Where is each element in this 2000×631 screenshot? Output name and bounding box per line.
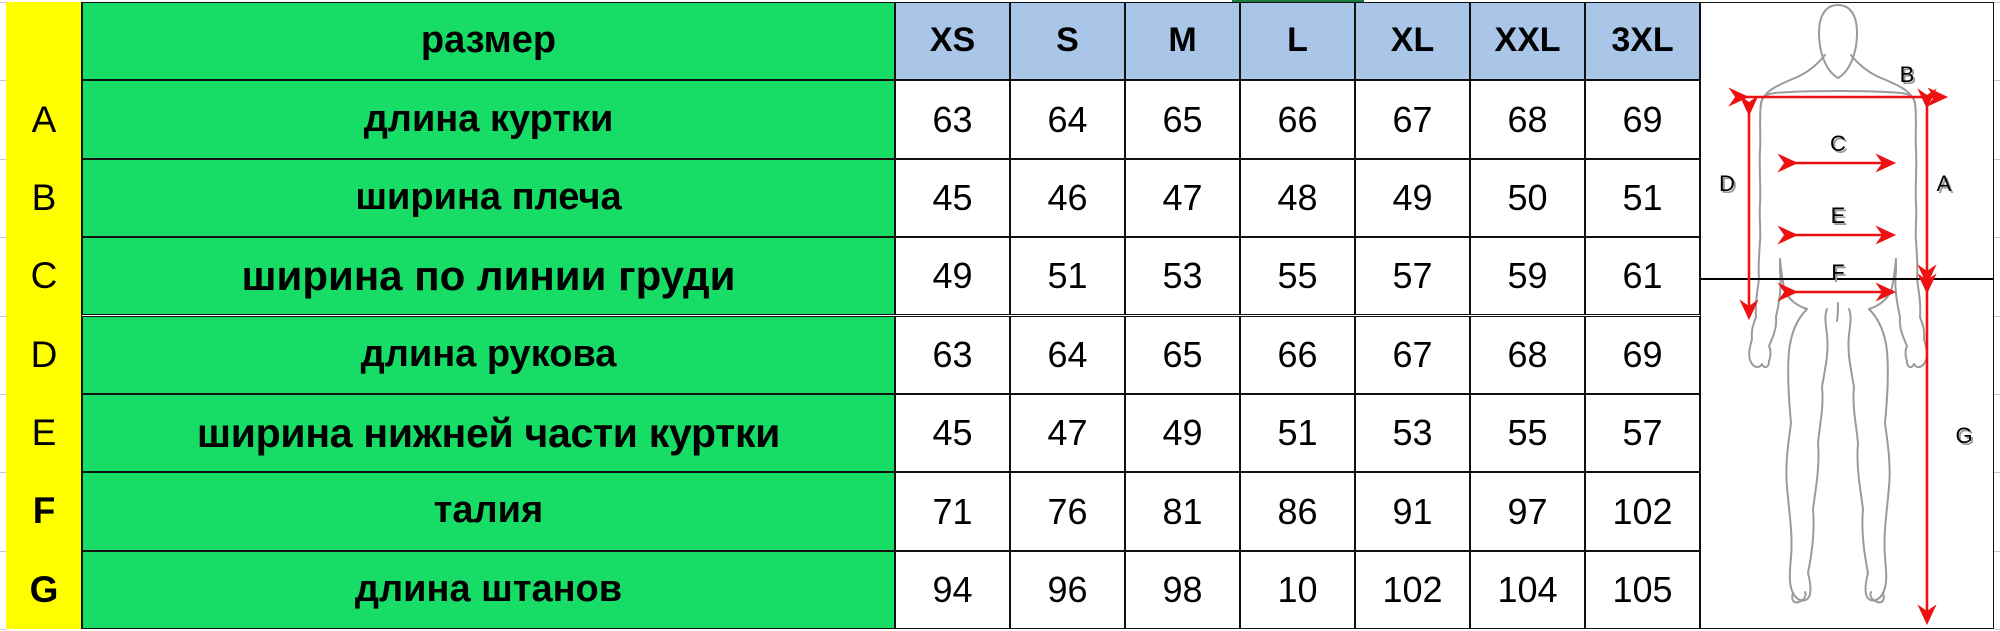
svg-text:A: A (1937, 171, 1952, 196)
svg-text:D: D (1719, 171, 1735, 196)
svg-text:F: F (1831, 260, 1844, 285)
svg-text:C: C (1830, 131, 1846, 156)
svg-text:G: G (1955, 423, 1972, 448)
svg-text:E: E (1831, 203, 1846, 228)
svg-text:B: B (1900, 62, 1915, 87)
